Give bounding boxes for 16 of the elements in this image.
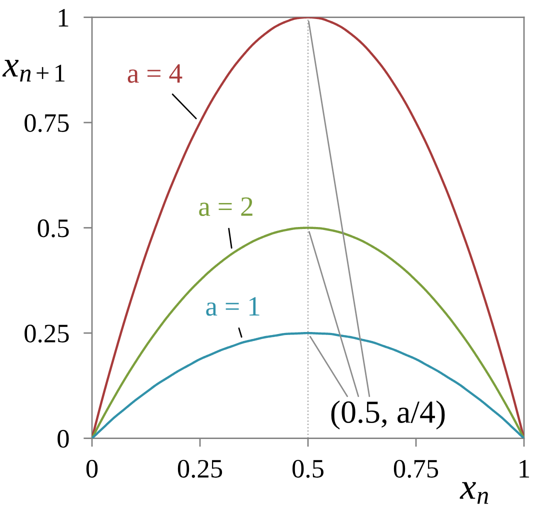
- x-axis-title: x$_{n}$: [460, 482, 488, 504]
- x-tick-label: 0.5: [292, 460, 324, 478]
- y-axis-title: x$_{n+1}$: [2, 60, 64, 82]
- y-tick-label: 0: [58, 430, 69, 448]
- series-label: a = 4: [128, 64, 182, 83]
- y-tick-label: 0.75: [24, 114, 69, 132]
- y-tick-label: 0.25: [24, 324, 69, 343]
- series-label: a = 1: [206, 297, 260, 316]
- x-tick-label: 0.25: [178, 460, 222, 478]
- x-tick-label: 1: [520, 460, 530, 478]
- annotation: (0.5, a/4): [331, 400, 445, 430]
- x-tick-label: 0.75: [394, 460, 438, 478]
- y-tick-label: 1: [58, 9, 68, 26]
- series-label: a = 2: [199, 197, 252, 216]
- x-tick-label: 0: [86, 460, 98, 478]
- y-tick-label: 0.5: [38, 219, 69, 238]
